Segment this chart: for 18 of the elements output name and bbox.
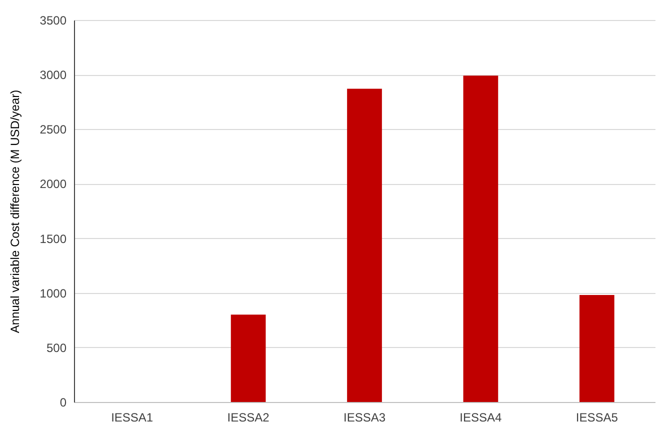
y-tick-label: 500 (46, 340, 67, 355)
y-axis-title: Annual variable Cost difference (M USD/year) (8, 90, 22, 334)
y-tick-label: 3000 (40, 68, 67, 82)
bar (579, 295, 614, 402)
bar (230, 314, 266, 402)
x-tick-label: IESSA1 (111, 410, 154, 424)
y-tick-label: 3500 (40, 14, 67, 28)
y-tick-label: 1000 (40, 286, 67, 300)
y-tick-label: 2000 (40, 177, 67, 192)
x-tick-label: IESSA4 (460, 410, 502, 424)
y-tick-label: 2500 (40, 122, 67, 137)
y-tick-label: 0 (60, 396, 67, 410)
x-tick-label: IESSA5 (576, 410, 618, 424)
bar (463, 76, 498, 402)
bar (347, 88, 382, 402)
y-tick-label: 1500 (40, 232, 67, 246)
x-tick-label: IESSA3 (343, 410, 386, 424)
x-tick-label: IESSA2 (227, 410, 270, 424)
